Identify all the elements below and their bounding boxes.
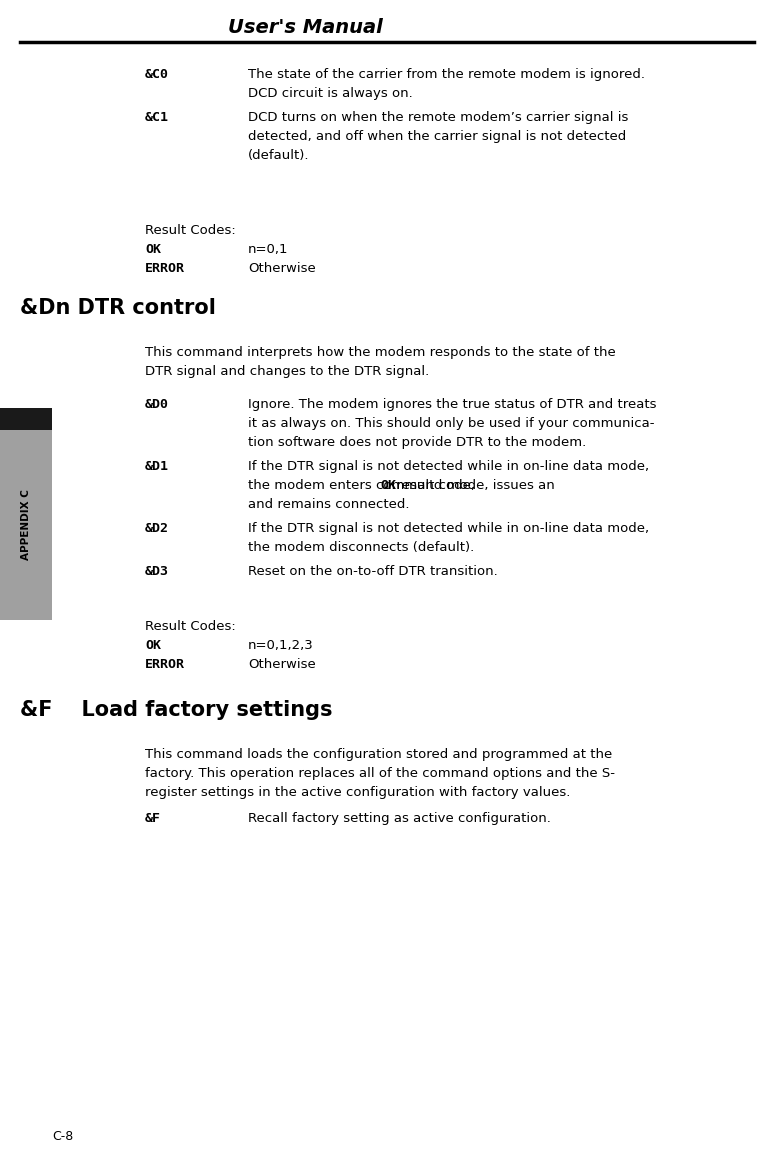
Text: &D2: &D2 — [145, 522, 169, 535]
Text: the modem disconnects (default).: the modem disconnects (default). — [248, 541, 474, 554]
Text: DTR signal and changes to the DTR signal.: DTR signal and changes to the DTR signal… — [145, 365, 430, 378]
Text: If the DTR signal is not detected while in on-line data mode,: If the DTR signal is not detected while … — [248, 460, 649, 473]
Text: tion software does not provide DTR to the modem.: tion software does not provide DTR to th… — [248, 436, 586, 449]
Text: n=0,1: n=0,1 — [248, 243, 289, 256]
Text: Otherwise: Otherwise — [248, 262, 316, 275]
Text: &D0: &D0 — [145, 398, 169, 411]
Text: OK: OK — [145, 639, 161, 653]
Text: &C0: &C0 — [145, 68, 169, 81]
Text: OK: OK — [145, 243, 161, 256]
Text: &F: &F — [145, 812, 161, 825]
Text: Ignore. The modem ignores the true status of DTR and treats: Ignore. The modem ignores the true statu… — [248, 398, 656, 411]
Bar — [0, 408, 52, 430]
Text: User's Manual: User's Manual — [228, 19, 383, 37]
Text: This command interprets how the modem responds to the state of the: This command interprets how the modem re… — [145, 347, 616, 359]
Text: OK: OK — [381, 479, 397, 493]
Text: Otherwise: Otherwise — [248, 658, 316, 671]
Text: ERROR: ERROR — [145, 658, 185, 671]
Text: DCD turns on when the remote modem’s carrier signal is: DCD turns on when the remote modem’s car… — [248, 111, 628, 124]
Text: &C1: &C1 — [145, 111, 169, 124]
Text: the modem enters command mode, issues an: the modem enters command mode, issues an — [248, 479, 559, 493]
Text: Result Codes:: Result Codes: — [145, 224, 236, 236]
Text: Reset on the on-to-off DTR transition.: Reset on the on-to-off DTR transition. — [248, 564, 498, 578]
Text: detected, and off when the carrier signal is not detected: detected, and off when the carrier signa… — [248, 130, 626, 143]
Text: Result Codes:: Result Codes: — [145, 620, 236, 633]
Text: ERROR: ERROR — [145, 262, 185, 275]
Bar — [0, 430, 52, 620]
Text: &D1: &D1 — [145, 460, 169, 473]
Text: This command loads the configuration stored and programmed at the: This command loads the configuration sto… — [145, 748, 612, 761]
Text: DCD circuit is always on.: DCD circuit is always on. — [248, 87, 413, 100]
Text: n=0,1,2,3: n=0,1,2,3 — [248, 639, 313, 653]
Text: APPENDIX C: APPENDIX C — [21, 489, 31, 561]
Text: Recall factory setting as active configuration.: Recall factory setting as active configu… — [248, 812, 551, 825]
Text: and remains connected.: and remains connected. — [248, 498, 409, 511]
Text: (default).: (default). — [248, 150, 310, 162]
Text: If the DTR signal is not detected while in on-line data mode,: If the DTR signal is not detected while … — [248, 522, 649, 535]
Text: register settings in the active configuration with factory values.: register settings in the active configur… — [145, 786, 570, 799]
Text: &F    Load factory settings: &F Load factory settings — [20, 700, 333, 720]
Text: &Dn DTR control: &Dn DTR control — [20, 298, 216, 318]
Text: C-8: C-8 — [52, 1130, 74, 1143]
Text: result code,: result code, — [388, 479, 475, 493]
Text: The state of the carrier from the remote modem is ignored.: The state of the carrier from the remote… — [248, 68, 645, 81]
Text: factory. This operation replaces all of the command options and the S-: factory. This operation replaces all of … — [145, 767, 615, 780]
Text: it as always on. This should only be used if your communica-: it as always on. This should only be use… — [248, 417, 655, 430]
Text: &D3: &D3 — [145, 564, 169, 578]
